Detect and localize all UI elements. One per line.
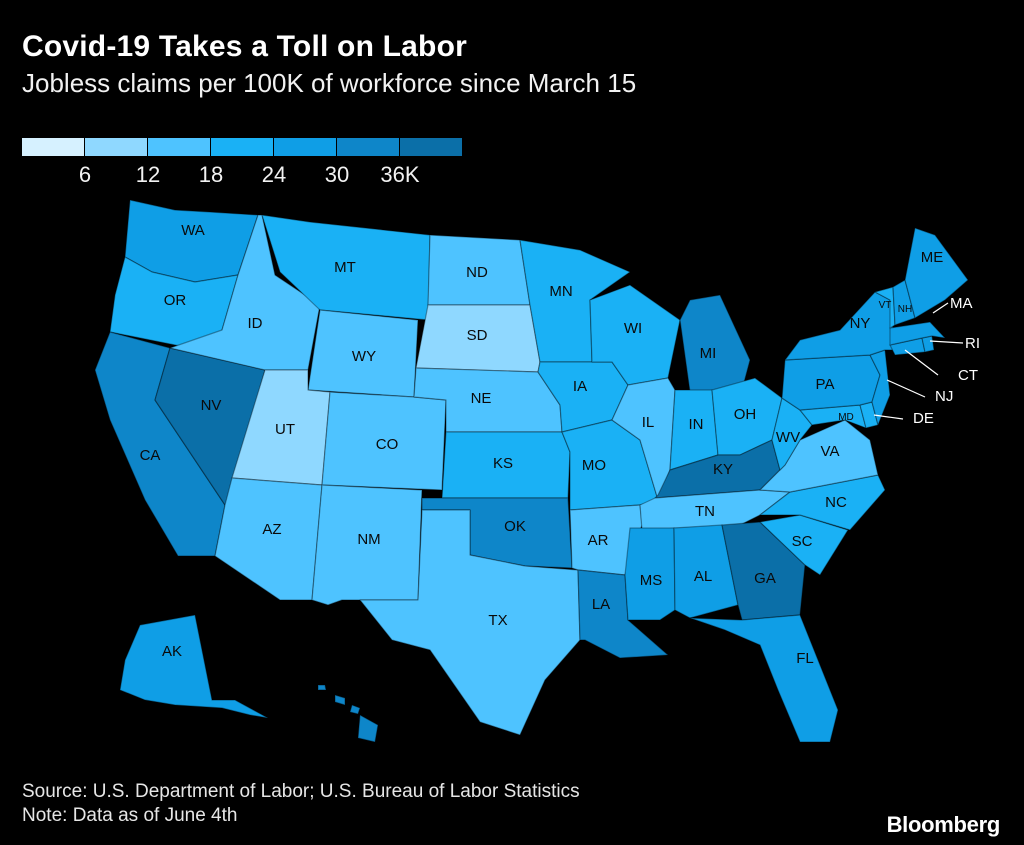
state-FL[interactable] — [689, 614, 839, 743]
label-MI: MI — [700, 345, 717, 362]
state-SC[interactable] — [759, 514, 849, 576]
label-NY: NY — [850, 315, 871, 332]
legend-tick-6: 6 — [78, 162, 92, 187]
label-SC: SC — [792, 533, 813, 550]
label-WA: WA — [181, 222, 205, 239]
state-MI[interactable] — [679, 294, 751, 393]
state-HI-4[interactable] — [357, 714, 379, 743]
state-HI-3[interactable] — [349, 704, 361, 715]
state-ME[interactable] — [904, 227, 969, 319]
label-DE: DE — [913, 410, 934, 427]
state-AK[interactable] — [119, 614, 269, 719]
legend-swatch-1 — [22, 138, 84, 156]
label-OK: OK — [504, 518, 526, 535]
label-WY: WY — [352, 348, 376, 365]
label-CO: CO — [376, 436, 399, 453]
state-KS[interactable] — [441, 431, 571, 499]
label-MS: MS — [640, 572, 663, 589]
state-TX[interactable] — [359, 509, 581, 736]
footer-notes: Source: U.S. Department of Labor; U.S. B… — [22, 780, 580, 828]
state-HI[interactable] — [317, 684, 327, 691]
label-AZ: AZ — [262, 521, 281, 538]
label-PA: PA — [816, 376, 835, 393]
label-GA: GA — [754, 570, 776, 587]
legend-color-bar — [22, 138, 463, 156]
us-choropleth-map: WA OR CA NV ID MT WY UT AZ CO NM ND SD N… — [94, 199, 980, 743]
label-UT: UT — [275, 421, 295, 438]
label-OR: OR — [164, 292, 187, 309]
label-OH: OH — [734, 406, 757, 423]
label-RI: RI — [965, 335, 980, 352]
legend-tick-12: 12 — [135, 162, 161, 187]
state-MA[interactable] — [889, 321, 946, 346]
bloomberg-logo: Bloomberg — [886, 812, 1001, 837]
label-AR: AR — [588, 532, 609, 549]
source-note: Source: U.S. Department of Labor; U.S. B… — [22, 781, 580, 802]
label-VT: VT — [879, 300, 892, 311]
label-TX: TX — [488, 612, 507, 629]
chart-title: Covid-19 Takes a Toll on Labor — [22, 30, 467, 63]
label-FL: FL — [796, 650, 814, 667]
label-ME: ME — [921, 249, 944, 266]
label-KY: KY — [713, 461, 733, 478]
label-NV: NV — [201, 397, 222, 414]
label-ND: ND — [466, 264, 488, 281]
label-NH: NH — [898, 304, 912, 315]
label-CA: CA — [140, 447, 161, 464]
callout-leaders — [873, 302, 964, 420]
label-MT: MT — [334, 259, 356, 276]
legend-swatch-6 — [337, 138, 399, 156]
label-AL: AL — [694, 568, 712, 585]
label-NM: NM — [357, 531, 380, 548]
state-CO[interactable] — [321, 391, 447, 491]
legend-swatch-2 — [85, 138, 147, 156]
label-ID: ID — [248, 315, 263, 332]
callout-labels: MA RI CT NJ DE — [913, 295, 980, 427]
state-VT[interactable] — [874, 286, 896, 329]
legend-tick-30: 30 — [324, 162, 350, 187]
legend-tick-36k: 36K — [380, 162, 420, 187]
label-MA: MA — [950, 295, 973, 312]
label-NE: NE — [471, 390, 492, 407]
label-MN: MN — [549, 283, 572, 300]
legend-ticks: 6 12 18 24 30 36K — [22, 162, 467, 192]
label-IA: IA — [573, 378, 587, 395]
state-AZ[interactable] — [214, 477, 323, 601]
label-WV: WV — [776, 429, 800, 446]
label-NJ: NJ — [935, 388, 953, 405]
legend-swatch-5 — [274, 138, 336, 156]
label-AK: AK — [162, 643, 182, 660]
state-VA[interactable] — [759, 419, 879, 493]
label-VA: VA — [821, 443, 840, 460]
label-CT: CT — [958, 367, 978, 384]
color-legend: 6 12 18 24 30 36K — [22, 138, 467, 198]
state-MD[interactable] — [799, 404, 867, 429]
legend-swatch-3 — [148, 138, 210, 156]
label-IN: IN — [689, 416, 704, 433]
label-KS: KS — [493, 455, 513, 472]
label-LA: LA — [592, 596, 610, 613]
label-TN: TN — [695, 503, 715, 520]
label-NC: NC — [825, 494, 847, 511]
state-NM[interactable] — [311, 484, 423, 606]
legend-tick-24: 24 — [261, 162, 287, 187]
label-SD: SD — [467, 327, 488, 344]
state-HI-2[interactable] — [334, 694, 346, 706]
label-MD: MD — [838, 412, 854, 423]
data-note: Note: Data as of June 4th — [22, 805, 238, 826]
state-AL[interactable] — [673, 524, 739, 619]
chart-subtitle: Jobless claims per 100K of workforce sin… — [22, 68, 637, 98]
label-WI: WI — [624, 320, 642, 337]
legend-tick-18: 18 — [198, 162, 224, 187]
state-labels: WA OR CA NV ID MT WY UT AZ CO NM ND SD N… — [140, 222, 944, 667]
legend-swatch-7 — [400, 138, 462, 156]
label-MO: MO — [582, 457, 606, 474]
legend-swatch-4 — [211, 138, 273, 156]
label-IL: IL — [642, 414, 655, 431]
